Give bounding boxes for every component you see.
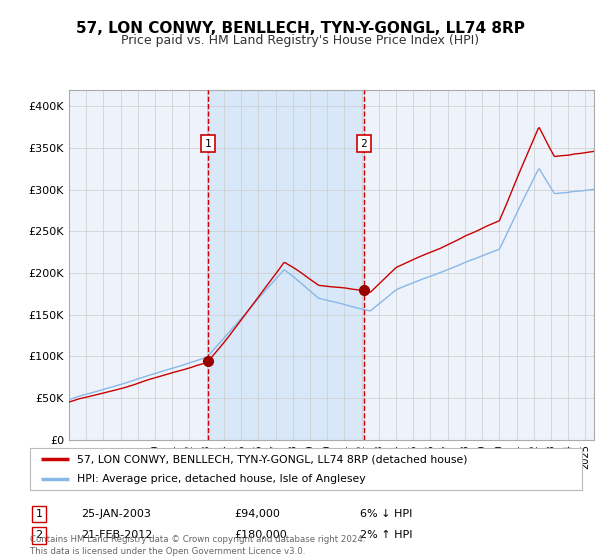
- Text: 2: 2: [361, 139, 367, 149]
- Text: 1: 1: [35, 509, 43, 519]
- Text: Contains HM Land Registry data © Crown copyright and database right 2024.
This d: Contains HM Land Registry data © Crown c…: [30, 535, 365, 556]
- Text: 6% ↓ HPI: 6% ↓ HPI: [360, 509, 412, 519]
- Text: 25-JAN-2003: 25-JAN-2003: [81, 509, 151, 519]
- Text: HPI: Average price, detached house, Isle of Anglesey: HPI: Average price, detached house, Isle…: [77, 474, 365, 484]
- Text: £180,000: £180,000: [234, 530, 287, 540]
- Bar: [208, 90, 364, 440]
- Text: 1: 1: [205, 139, 211, 149]
- Text: 57, LON CONWY, BENLLECH, TYN-Y-GONGL, LL74 8RP: 57, LON CONWY, BENLLECH, TYN-Y-GONGL, LL…: [76, 21, 524, 36]
- Text: £94,000: £94,000: [234, 509, 280, 519]
- Text: 2: 2: [35, 530, 43, 540]
- Text: 2% ↑ HPI: 2% ↑ HPI: [360, 530, 413, 540]
- Text: Price paid vs. HM Land Registry's House Price Index (HPI): Price paid vs. HM Land Registry's House …: [121, 34, 479, 46]
- Text: 21-FEB-2012: 21-FEB-2012: [81, 530, 152, 540]
- Text: 57, LON CONWY, BENLLECH, TYN-Y-GONGL, LL74 8RP (detached house): 57, LON CONWY, BENLLECH, TYN-Y-GONGL, LL…: [77, 454, 467, 464]
